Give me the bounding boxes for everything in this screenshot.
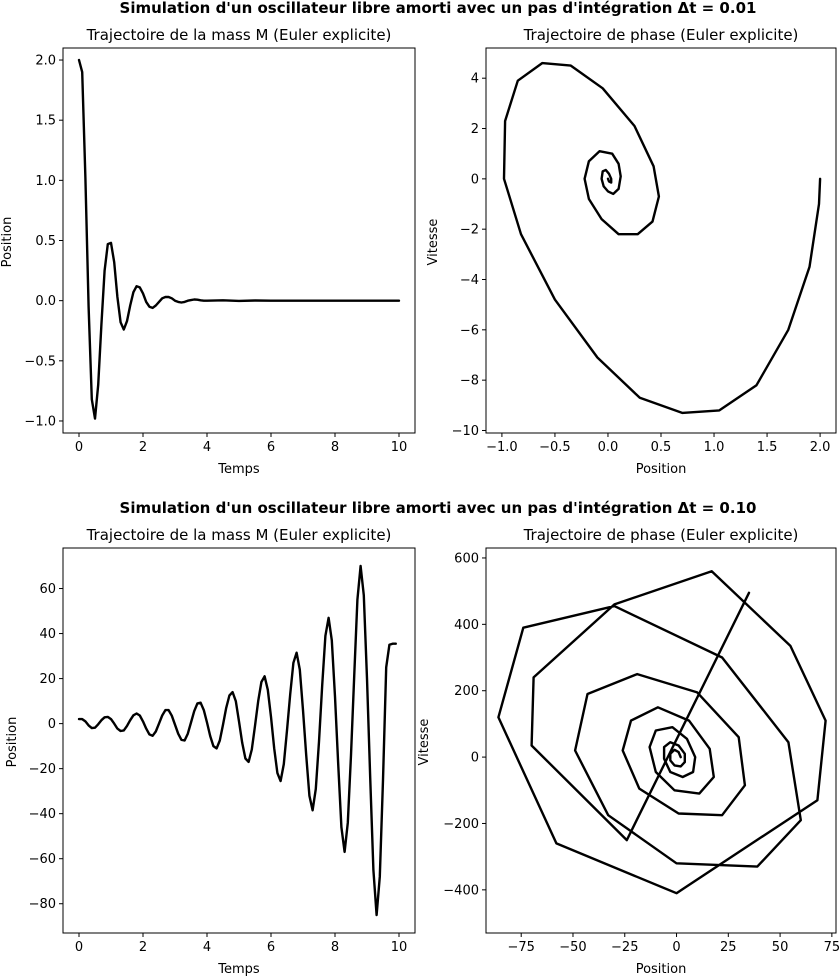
y-tick-label: 1.0 xyxy=(35,174,56,189)
y-tick-label: 2 xyxy=(471,122,479,137)
series-line xyxy=(502,61,822,415)
x-tick-label: 4 xyxy=(203,940,211,955)
x-tick-label: 75 xyxy=(824,940,840,955)
y-tick-label: −4 xyxy=(460,273,479,288)
x-tick-label: 10 xyxy=(391,440,408,455)
chart-title: Trajectoire de la mass M (Euler explicit… xyxy=(86,526,392,544)
x-tick-label: 2 xyxy=(139,440,147,455)
y-tick-label: −8 xyxy=(460,374,479,389)
plot-frame xyxy=(62,47,416,434)
y-tick-label: 0 xyxy=(471,172,479,187)
x-tick-label: 0.0 xyxy=(598,440,619,455)
y-tick-label: 200 xyxy=(454,684,479,699)
y-tick-label: −1.0 xyxy=(24,414,56,429)
y-tick-label: 400 xyxy=(454,618,479,633)
y-tick-label: −2 xyxy=(460,223,479,238)
x-tick-label: −1.0 xyxy=(486,440,518,455)
y-tick-label: 2.0 xyxy=(35,54,56,69)
plot-frame xyxy=(485,47,837,434)
y-tick-label: −6 xyxy=(460,323,479,338)
y-tick-label: 1.5 xyxy=(35,114,56,129)
y-tick-label: −400 xyxy=(443,883,479,898)
x-tick-label: 1.0 xyxy=(704,440,725,455)
series-line xyxy=(497,570,827,895)
chart-title: Trajectoire de phase (Euler explicite) xyxy=(523,526,799,544)
y-tick-label: 40 xyxy=(39,627,56,642)
x-tick-label: 8 xyxy=(331,440,339,455)
y-axis-label: Position xyxy=(0,217,15,268)
chart-dt010-phase: Trajectoire de phase (Euler explicite) P… xyxy=(417,526,840,976)
x-tick-label: 8 xyxy=(331,940,339,955)
y-axis-label: Vitesse xyxy=(426,219,441,266)
y-tick-label: −60 xyxy=(29,852,56,867)
x-tick-label: 0 xyxy=(75,440,83,455)
suptitle-bottom: Simulation d'un oscillateur libre amorti… xyxy=(120,499,757,517)
y-tick-label: −0.5 xyxy=(24,354,56,369)
y-tick-label: −80 xyxy=(29,897,56,912)
series-line xyxy=(77,58,401,420)
x-axis-label: Position xyxy=(636,462,687,477)
x-tick-label: −50 xyxy=(559,940,586,955)
x-tick-label: 2 xyxy=(139,940,147,955)
x-tick-label: 1.5 xyxy=(757,440,778,455)
x-tick-label: 6 xyxy=(267,940,275,955)
x-axis-label: Temps xyxy=(217,962,260,976)
x-tick-label: 6 xyxy=(267,440,275,455)
y-tick-label: 600 xyxy=(454,551,479,566)
x-tick-label: 0 xyxy=(75,940,83,955)
x-tick-label: −0.5 xyxy=(539,440,571,455)
x-axis-label: Temps xyxy=(217,462,260,477)
y-tick-label: 0.0 xyxy=(35,294,56,309)
y-tick-label: −20 xyxy=(29,762,56,777)
chart-title: Trajectoire de la mass M (Euler explicit… xyxy=(86,26,392,44)
y-tick-label: 60 xyxy=(39,582,56,597)
x-tick-label: 50 xyxy=(772,940,789,955)
x-tick-label: 2.0 xyxy=(810,440,831,455)
y-axis-label: Position xyxy=(5,717,20,768)
x-tick-label: 25 xyxy=(720,940,737,955)
plot-frame xyxy=(485,547,837,934)
y-tick-label: 0.5 xyxy=(35,234,56,249)
y-tick-label: 0 xyxy=(471,751,479,766)
x-tick-label: 0 xyxy=(672,940,680,955)
x-tick-label: 4 xyxy=(203,440,211,455)
x-tick-label: 10 xyxy=(391,940,408,955)
y-tick-label: 0 xyxy=(48,717,56,732)
chart-dt010-time: Trajectoire de la mass M (Euler explicit… xyxy=(5,526,416,976)
y-tick-label: −10 xyxy=(452,424,479,439)
y-tick-label: 4 xyxy=(471,72,479,87)
plot-frame xyxy=(62,547,416,934)
x-axis-label: Position xyxy=(636,962,687,976)
chart-dt001-phase: Trajectoire de phase (Euler explicite) P… xyxy=(426,26,837,477)
x-tick-label: −75 xyxy=(507,940,534,955)
chart-title: Trajectoire de phase (Euler explicite) xyxy=(523,26,799,44)
y-tick-label: −200 xyxy=(443,817,479,832)
x-tick-label: −25 xyxy=(611,940,638,955)
suptitle-top: Simulation d'un oscillateur libre amorti… xyxy=(120,0,757,17)
x-tick-label: 0.5 xyxy=(651,440,672,455)
y-axis-label: Vitesse xyxy=(417,719,432,766)
y-tick-label: 20 xyxy=(39,672,56,687)
series-line xyxy=(77,564,397,917)
y-tick-label: −40 xyxy=(29,807,56,822)
chart-dt001-time: Trajectoire de la mass M (Euler explicit… xyxy=(0,26,416,477)
